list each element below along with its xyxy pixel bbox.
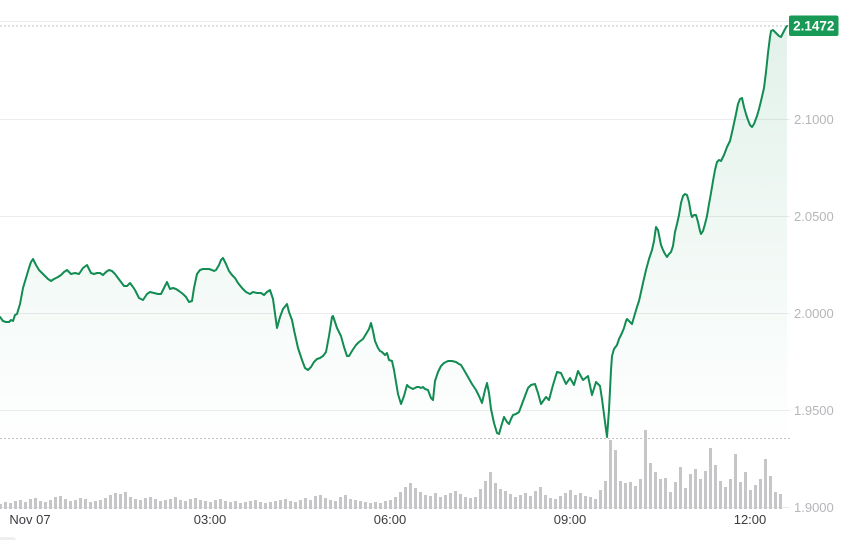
svg-text:03:00: 03:00 [194, 512, 227, 527]
svg-text:1.9500: 1.9500 [794, 403, 834, 418]
svg-text:1.9000: 1.9000 [794, 500, 834, 515]
svg-text:2.0500: 2.0500 [794, 209, 834, 224]
svg-text:2.0000: 2.0000 [794, 306, 834, 321]
svg-text:Nov 07: Nov 07 [9, 512, 50, 527]
svg-text:09:00: 09:00 [554, 512, 587, 527]
svg-text:12:00: 12:00 [734, 512, 767, 527]
svg-text:2.1472: 2.1472 [793, 19, 834, 34]
svg-text:06:00: 06:00 [374, 512, 407, 527]
svg-text:2.1000: 2.1000 [794, 112, 834, 127]
